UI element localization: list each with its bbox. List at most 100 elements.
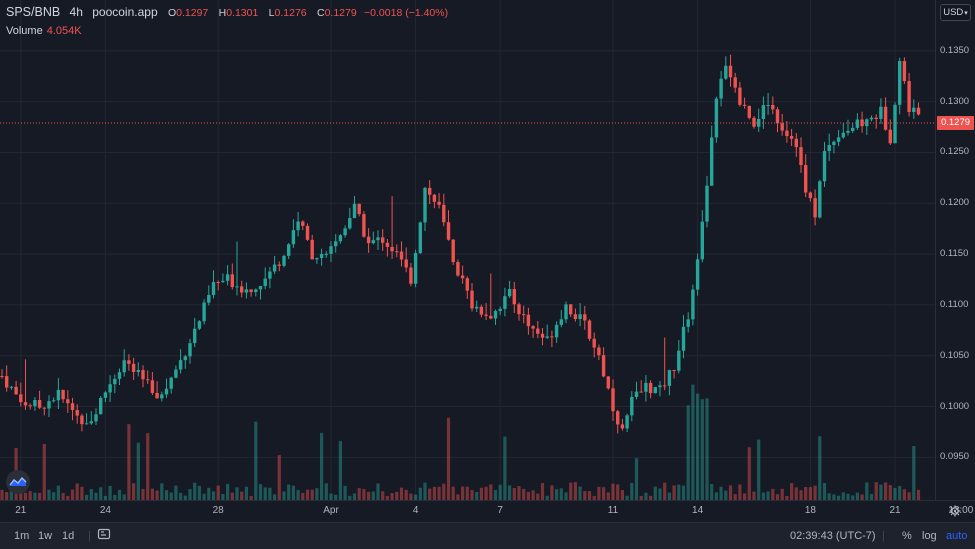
volume-bar xyxy=(235,487,239,500)
volume-bar xyxy=(85,494,89,500)
time-tick-label: 7 xyxy=(497,505,503,516)
candle-body xyxy=(724,65,728,79)
price-tick-label: 0.1200 xyxy=(940,197,970,209)
candle-body xyxy=(366,236,371,244)
candle-body xyxy=(465,278,469,291)
volume-bar xyxy=(310,489,314,500)
candle-body xyxy=(423,187,427,223)
time-tick-label: 24 xyxy=(99,505,111,516)
candle-body xyxy=(888,129,892,144)
range-1m-button[interactable]: 1m xyxy=(14,530,30,542)
candle-body xyxy=(319,253,324,258)
volume-bar xyxy=(296,489,300,500)
range-1w-button[interactable]: 1w xyxy=(38,530,53,542)
volume-bar xyxy=(841,492,845,500)
candle-body xyxy=(822,151,827,182)
volume-bar xyxy=(592,495,596,500)
candle-body xyxy=(296,221,300,231)
candle-body xyxy=(178,360,183,370)
candle-body xyxy=(804,165,808,193)
clock-readout[interactable]: 02:39:43 (UTC-7) xyxy=(790,530,876,542)
range-1d-button[interactable]: 1d xyxy=(62,530,75,542)
volume-bar xyxy=(597,486,601,500)
volume-bar xyxy=(606,492,610,500)
volume-bar xyxy=(677,484,681,500)
volume-bar xyxy=(531,490,535,500)
auto-toggle[interactable]: auto xyxy=(946,530,968,542)
candle-body xyxy=(597,347,601,356)
tradingview-logo-icon[interactable] xyxy=(6,470,30,494)
currency-button[interactable]: USD▾ xyxy=(940,4,971,21)
candle-body xyxy=(667,370,672,386)
percent-toggle[interactable]: % xyxy=(902,530,912,542)
candle-body xyxy=(658,385,662,388)
candle-body xyxy=(648,382,653,394)
volume-bar xyxy=(343,485,347,500)
volume-bar xyxy=(888,485,892,500)
volume-bar xyxy=(724,490,728,500)
candle-body xyxy=(785,130,789,137)
volume-bar xyxy=(42,443,46,500)
candle-body xyxy=(681,326,686,351)
candle-body xyxy=(216,282,220,284)
candle-body xyxy=(569,304,573,315)
volume-bar xyxy=(174,485,178,500)
candle-body xyxy=(512,289,516,305)
volume-label: Volume xyxy=(6,25,43,37)
volume-bar xyxy=(108,485,112,500)
volume-bar xyxy=(89,489,93,500)
settings-gear-icon[interactable] xyxy=(949,505,961,517)
candle-body xyxy=(865,119,869,127)
volume-bar xyxy=(743,493,747,500)
candle-body xyxy=(728,65,733,78)
candle-body xyxy=(916,107,921,115)
candle-body xyxy=(714,98,719,138)
volume-bar xyxy=(428,488,432,500)
volume-bar xyxy=(667,492,671,500)
candle-body xyxy=(475,306,479,309)
candle-body xyxy=(61,389,65,400)
candle-body xyxy=(606,376,610,389)
volume-bar xyxy=(625,495,629,500)
chart-plot-area[interactable] xyxy=(0,0,935,500)
volume-bar xyxy=(390,493,394,500)
volume-bar xyxy=(771,488,775,500)
volume-bar xyxy=(832,494,836,500)
candle-body xyxy=(634,391,639,397)
volume-bar xyxy=(705,398,709,500)
candle-body xyxy=(780,123,784,131)
candle-body xyxy=(315,257,319,260)
log-toggle[interactable]: log xyxy=(922,530,937,542)
candle-body xyxy=(564,304,568,320)
volume-bar xyxy=(658,488,662,500)
candle-body xyxy=(155,392,159,399)
price-axis[interactable] xyxy=(935,0,975,500)
volume-bar xyxy=(216,485,220,500)
candle-body xyxy=(66,399,70,404)
candle-body xyxy=(428,187,432,195)
volume-bar xyxy=(663,482,667,500)
candle-body xyxy=(554,324,559,338)
volume-bar xyxy=(155,490,159,500)
volume-bar xyxy=(9,486,13,500)
volume-bar xyxy=(38,492,42,500)
volume-bar xyxy=(865,482,869,500)
candle-body xyxy=(362,214,366,237)
last-price-tag: 0.1279 xyxy=(937,115,974,130)
time-axis[interactable] xyxy=(0,500,975,523)
candle-body xyxy=(141,370,145,380)
candle-body xyxy=(691,289,695,320)
source-label: poocoin.app xyxy=(92,5,158,19)
symbol-label[interactable]: SPS/BNB xyxy=(6,5,61,19)
price-tick-label: 0.1100 xyxy=(940,298,969,310)
price-tick-label: 0.1050 xyxy=(940,349,970,361)
candle-body xyxy=(442,204,446,223)
volume-bar xyxy=(437,486,441,500)
timeframe-label[interactable]: 4h xyxy=(69,5,83,19)
volume-bar xyxy=(799,490,803,500)
open-value: 0.1297 xyxy=(176,7,209,19)
volume-bar xyxy=(395,491,399,500)
price-tick-label: 0.1300 xyxy=(940,95,970,107)
candle-body xyxy=(846,130,850,133)
candle-body xyxy=(258,286,263,290)
